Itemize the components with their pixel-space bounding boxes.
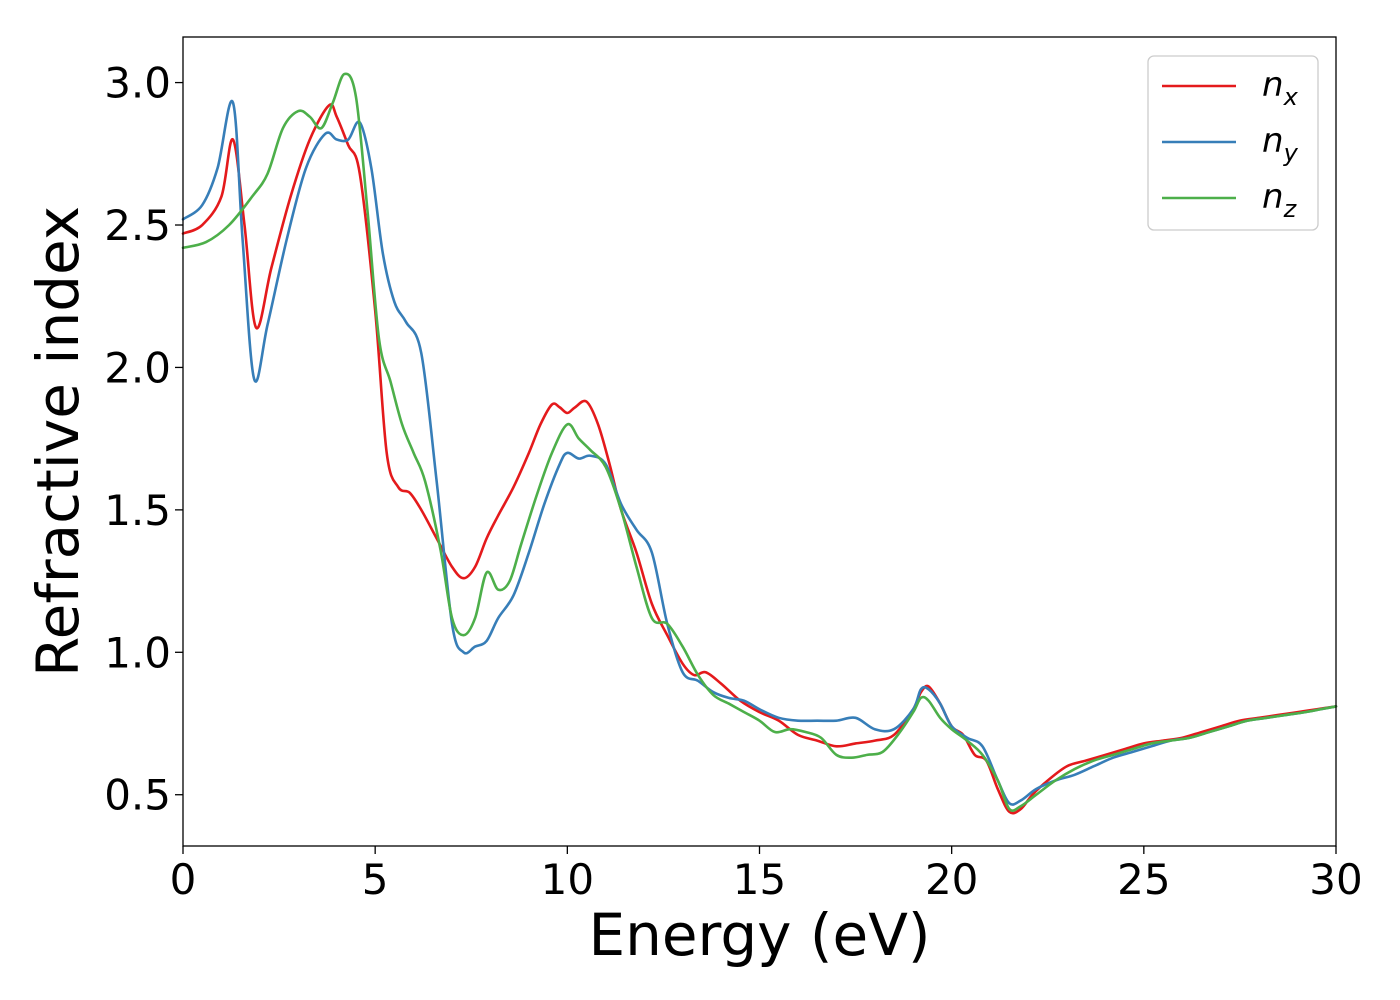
y-axis-ticks: 0.5 1.0 1.5 2.0 2.5 3.0 xyxy=(104,59,183,820)
legend-label-n-x: nx xyxy=(1262,65,1299,111)
x-tick-label: 15 xyxy=(733,855,786,904)
x-tick-label: 30 xyxy=(1309,855,1362,904)
series-line-n-z xyxy=(181,72,1338,812)
series-line-n-y xyxy=(181,99,1338,806)
y-tick-label: 1.5 xyxy=(104,486,171,535)
y-tick-label: 2.0 xyxy=(104,343,171,392)
legend: nx ny nz xyxy=(1147,55,1319,231)
y-tick-label: 0.5 xyxy=(104,771,171,820)
y-axis-title: Refractive index xyxy=(24,206,92,677)
y-tick-label: 3.0 xyxy=(104,59,171,108)
legend-label-n-z: nz xyxy=(1262,177,1298,223)
series-line-n-x xyxy=(181,103,1338,815)
x-tick-label: 5 xyxy=(362,855,389,904)
series-layer xyxy=(181,72,1338,815)
x-axis-title: Energy (eV) xyxy=(588,901,930,969)
legend-label-n-y: ny xyxy=(1262,121,1299,167)
y-tick-label: 1.0 xyxy=(104,628,171,677)
x-tick-label: 20 xyxy=(925,855,978,904)
x-tick-label: 10 xyxy=(541,855,594,904)
y-tick-label: 2.5 xyxy=(104,201,171,250)
x-tick-label: 0 xyxy=(170,855,197,904)
x-tick-label: 25 xyxy=(1117,855,1170,904)
x-axis-ticks: 0 5 10 15 20 25 30 xyxy=(170,846,1363,904)
